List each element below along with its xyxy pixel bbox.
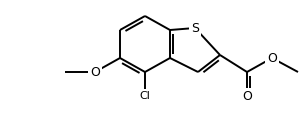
Text: Cl: Cl [140, 91, 151, 101]
Text: O: O [242, 89, 252, 103]
Text: O: O [90, 65, 100, 79]
Text: O: O [267, 51, 277, 65]
Text: S: S [191, 22, 199, 34]
